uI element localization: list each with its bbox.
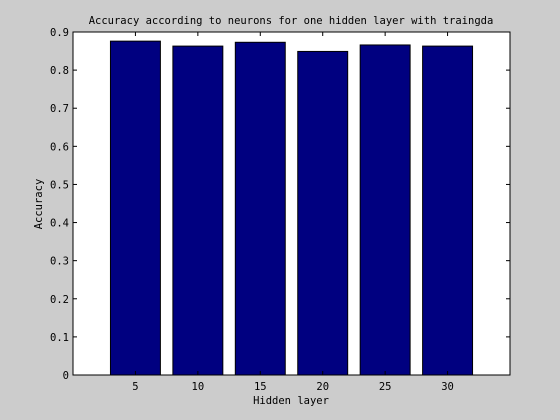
tick-labels-group: 5 10 15 20 25 30 0 0.1 0.2 0.3 0.4 0.5 0.6 0.7 0.8 0.9	[50, 27, 454, 393]
x-axis-label: Hidden layer	[253, 395, 329, 407]
bar-5	[109, 40, 161, 376]
y-tick-label: 0.6	[50, 141, 69, 153]
x-tick-label: 15	[254, 381, 267, 393]
y-tick-label: 0.4	[50, 218, 69, 230]
y-tick-label: 0.2	[50, 294, 69, 306]
bar-25	[359, 44, 411, 376]
chart-title: Accuracy according to neurons for one hi…	[89, 15, 494, 27]
bar-10	[172, 45, 224, 376]
y-tick-label: 0.7	[50, 103, 69, 115]
x-tick-label: 25	[379, 381, 392, 393]
y-tick-label: 0.9	[50, 27, 69, 39]
bars-group	[109, 40, 474, 376]
bar-20	[297, 50, 349, 376]
y-axis-label: Accuracy	[33, 179, 45, 230]
axes-frame	[72, 31, 511, 376]
x-tick-label: 30	[441, 381, 454, 393]
y-tick-label: 0	[63, 370, 69, 382]
y-tick-label: 0.1	[50, 332, 69, 344]
x-tick-label: 10	[192, 381, 205, 393]
x-tick-label: 5	[132, 381, 138, 393]
y-tick-label: 0.3	[50, 256, 69, 268]
x-tick-label: 20	[316, 381, 329, 393]
bar-15	[234, 41, 286, 376]
bar-30	[422, 45, 474, 376]
y-tick-label: 0.5	[50, 179, 69, 191]
y-tick-label: 0.8	[50, 65, 69, 77]
